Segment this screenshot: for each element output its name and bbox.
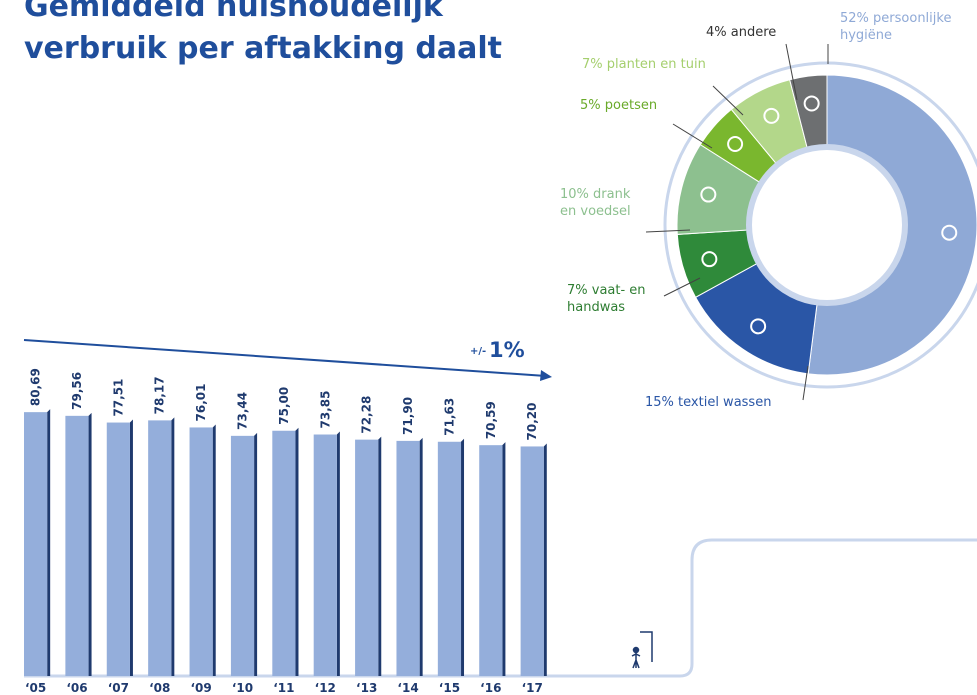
value-label: 76,01 bbox=[194, 383, 208, 421]
pipe bbox=[24, 538, 977, 678]
bar bbox=[313, 434, 337, 676]
segment-icon bbox=[763, 107, 780, 124]
pie-category: drank en voedsel bbox=[560, 187, 631, 219]
value-label: 70,20 bbox=[525, 402, 539, 440]
value-label: 73,44 bbox=[236, 392, 250, 430]
bar bbox=[479, 445, 503, 676]
pie-label: 7% planten en tuin bbox=[582, 56, 706, 73]
value-label: 80,69 bbox=[29, 368, 43, 406]
bar-side bbox=[461, 438, 465, 676]
bar-side bbox=[47, 409, 51, 676]
bar-side bbox=[378, 436, 382, 676]
x-tick-label: ‘06 bbox=[66, 681, 87, 695]
x-tick-label: ‘13 bbox=[356, 681, 377, 695]
pie-label: 10% drank en voedsel bbox=[560, 186, 645, 220]
pie-label: 4% andere bbox=[706, 24, 776, 41]
pie-category: textiel wassen bbox=[678, 395, 772, 410]
x-tick-label: ‘14 bbox=[397, 681, 418, 695]
annotation: 1% bbox=[489, 338, 525, 362]
bar-side bbox=[543, 443, 547, 676]
segment-icon bbox=[750, 318, 767, 335]
x-tick-label: ‘10 bbox=[232, 681, 253, 695]
value-label: 72,28 bbox=[360, 396, 374, 434]
value-label: 70,59 bbox=[484, 401, 498, 439]
pie-value-label: 7% bbox=[582, 57, 603, 72]
pie-value-label: 4% bbox=[706, 25, 727, 40]
segment-icon bbox=[701, 251, 718, 268]
donut-ring bbox=[663, 61, 977, 389]
donut-hole bbox=[746, 144, 908, 306]
segment-icon bbox=[727, 135, 744, 152]
pie-category: andere bbox=[730, 25, 777, 40]
bar bbox=[355, 439, 379, 676]
value-label: 71,63 bbox=[442, 398, 456, 436]
bar-side bbox=[419, 437, 423, 676]
x-tick-label: ‘08 bbox=[149, 681, 170, 695]
bar-side bbox=[336, 431, 340, 676]
pie-label: 5% poetsen bbox=[580, 97, 657, 114]
value-label: 73,85 bbox=[318, 391, 332, 429]
x-tick-label: ‘16 bbox=[480, 681, 501, 695]
bar bbox=[148, 420, 172, 676]
pie-category: poetsen bbox=[604, 98, 658, 113]
x-tick-label: ‘17 bbox=[522, 681, 543, 695]
arrow-head bbox=[540, 370, 552, 381]
x-tick-label: ‘11 bbox=[273, 681, 294, 695]
shower-icon bbox=[631, 631, 653, 669]
bar-side bbox=[212, 424, 216, 676]
value-label: 71,90 bbox=[401, 397, 415, 435]
bar bbox=[230, 435, 255, 676]
x-tick-label: ‘05 bbox=[25, 681, 46, 695]
bar-side bbox=[129, 419, 133, 676]
pie-value-label: 5% bbox=[580, 98, 601, 113]
pie-label: 7% vaat- en handwas bbox=[567, 282, 657, 316]
bar bbox=[24, 412, 48, 676]
pie-value-label: 52% bbox=[840, 11, 869, 26]
pie-value-label: 10% bbox=[560, 187, 589, 202]
bar bbox=[396, 440, 420, 676]
annotation-prefix: +/- bbox=[470, 346, 486, 357]
trend-arrow bbox=[23, 339, 547, 377]
value-label: 77,51 bbox=[111, 379, 125, 417]
value-label: 79,56 bbox=[70, 372, 84, 410]
pie-category: vaat- en handwas bbox=[567, 283, 646, 315]
pie-value-label: 15% bbox=[645, 395, 674, 410]
bar-side bbox=[502, 442, 506, 676]
bar bbox=[520, 446, 544, 676]
bar bbox=[189, 427, 213, 676]
pie-label: 52% persoonlijke hygiëne bbox=[840, 10, 975, 44]
segment-icon bbox=[941, 224, 958, 241]
bar bbox=[65, 415, 89, 676]
segment-icon bbox=[803, 95, 820, 112]
segment-icon bbox=[700, 186, 717, 203]
bar-side bbox=[171, 417, 175, 676]
x-tick-label: ‘12 bbox=[315, 681, 336, 695]
bar bbox=[272, 430, 296, 676]
x-tick-label: ‘15 bbox=[439, 681, 460, 695]
value-label: 78,17 bbox=[153, 376, 167, 414]
value-label: 75,00 bbox=[277, 387, 291, 425]
x-tick-label: ‘07 bbox=[108, 681, 129, 695]
pie-category: planten en tuin bbox=[606, 57, 706, 72]
chart-title: Gemiddeld huishoudelijk verbruik per aft… bbox=[24, 0, 502, 66]
bar bbox=[106, 422, 130, 676]
bar-side bbox=[295, 427, 299, 676]
bar bbox=[437, 441, 462, 676]
bar-side bbox=[88, 412, 92, 676]
bar-side bbox=[254, 432, 258, 676]
pie-value-label: 7% bbox=[567, 283, 588, 298]
pie-category: persoonlijke hygiëne bbox=[840, 11, 952, 43]
pie-label: 15% textiel wassen bbox=[645, 394, 771, 411]
leader-lines bbox=[645, 43, 829, 401]
x-tick-label: ‘09 bbox=[190, 681, 211, 695]
